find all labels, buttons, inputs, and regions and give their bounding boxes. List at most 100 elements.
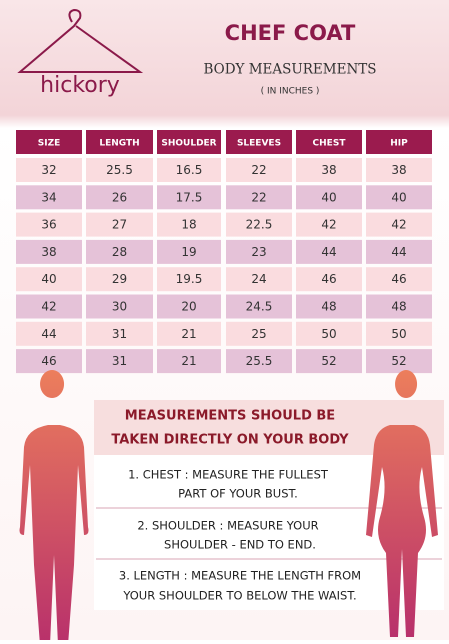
instruction: 1. CHEST : MEASURE THE FULLEST [128,468,329,482]
instruction: 2. SHOULDER : MEASURE YOUR [137,519,318,533]
header-cell [86,130,153,154]
column-header: SIZE [38,139,61,149]
notice-heading: TAKEN DIRECTLY ON YOUR BODY [111,433,349,448]
cell: 42 [391,218,406,232]
cell: 24.5 [246,300,273,314]
cell-bg [16,267,82,292]
cell: 34 [41,190,56,204]
cell-bg [296,158,362,182]
cell: 27 [112,218,127,232]
cell-bg [226,294,292,319]
cell-bg [16,212,82,237]
cell: 22.5 [246,218,273,232]
header-cell [296,130,362,154]
cell-bg [296,212,362,237]
cell-bg [226,321,292,346]
cell-bg [16,239,82,264]
cell-bg [86,294,153,319]
cell-bg [296,349,362,374]
cell-bg [366,185,432,210]
cell: 44 [41,327,56,341]
cell: 38 [321,163,336,177]
cell: 48 [391,300,406,314]
cell: 25 [251,327,266,341]
cell-bg [366,349,432,374]
cell: 17.5 [176,190,203,204]
header-cell [366,130,432,154]
cell-bg [226,349,292,374]
column-header: CHEST [313,139,347,149]
cell: 50 [391,327,406,341]
cell-bg [16,158,82,182]
cell-bg [157,321,221,346]
cell: 31 [112,354,127,368]
column-header: SHOULDER [161,139,216,149]
cell: 30 [112,300,127,314]
cell-bg [16,349,82,374]
cell-bg [296,267,362,292]
cell: 31 [112,327,127,341]
instruction: YOUR SHOULDER TO BELOW THE WAIST. [122,589,356,603]
cell: 24 [251,272,266,286]
cell: 22 [251,163,266,177]
cell-bg [366,294,432,319]
cell: 44 [321,245,336,259]
male-silhouette [19,370,89,644]
cell-bg [157,349,221,374]
cell-bg [157,239,221,264]
cell: 21 [181,354,196,368]
cell: 40 [41,272,56,286]
cell: 38 [41,245,56,259]
cell: 50 [321,327,336,341]
size-table: SIZE LENGTH SHOULDER SLEEVES CHEST HIP 32 25.5 1… [16,130,432,374]
logo-text: hickory [40,73,120,98]
cell-bg [86,158,153,182]
cell: 21 [181,327,196,341]
subtitle: BODY MEASUREMENTS [203,62,376,78]
cell-bg [157,267,221,292]
cell: 42 [41,300,56,314]
cell: 29 [112,272,127,286]
cell-bg [226,185,292,210]
cell: 44 [391,245,406,259]
column-header: LENGTH [99,139,139,149]
cell: 46 [321,272,336,286]
cell: 25.5 [246,354,273,368]
cell: 40 [391,190,406,204]
instruction: SHOULDER - END TO END. [164,538,316,552]
cell-bg [86,267,153,292]
cell: 25.5 [106,163,133,177]
cell-bg [157,294,221,319]
cell: 48 [321,300,336,314]
cell-bg [366,239,432,264]
cell-bg [86,212,153,237]
column-header: HIP [390,139,408,149]
cell: 16.5 [176,163,203,177]
cell-bg [86,321,153,346]
title: CHEF COAT [225,21,356,45]
cell-bg [366,158,432,182]
cell-bg [226,158,292,182]
cell-bg [366,267,432,292]
cell-bg [226,212,292,237]
column-header: SLEEVES [237,139,281,149]
cell-bg [296,239,362,264]
cell-bg [157,158,221,182]
cell-bg [366,212,432,237]
cell: 42 [321,218,336,232]
cell-bg [296,294,362,319]
cell: 19 [181,245,196,259]
instruction: 3. LENGTH : MEASURE THE LENGTH FROM [119,569,361,583]
unit-note: ( IN INCHES ) [261,87,320,97]
cell-bg [296,185,362,210]
cell-bg [366,321,432,346]
cell: 22 [251,190,266,204]
cell: 20 [181,300,196,314]
cell-bg [16,185,82,210]
cell: 26 [112,190,127,204]
cell: 46 [391,272,406,286]
cell: 36 [41,218,56,232]
cell: 19.5 [176,272,203,286]
cell: 28 [112,245,127,259]
